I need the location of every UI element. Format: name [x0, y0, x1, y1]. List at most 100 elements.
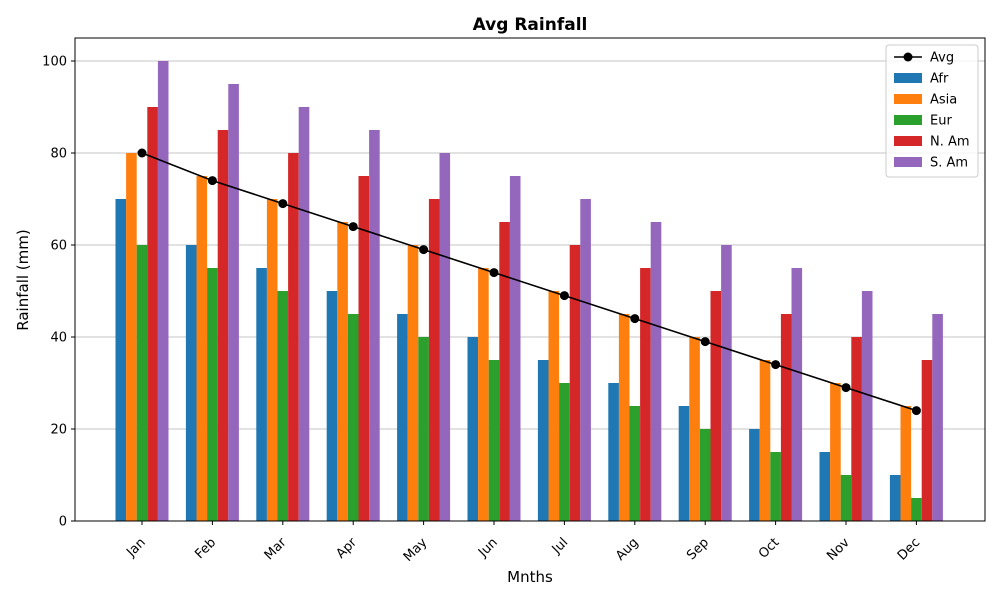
- bar-asia-mar: [266, 199, 278, 521]
- x-tick-label: Aug: [613, 535, 642, 564]
- bar-asia-jan: [126, 153, 137, 521]
- bar-n-am-oct: [780, 314, 792, 521]
- y-tick-label: 20: [50, 423, 67, 438]
- bar-afr-feb: [185, 245, 197, 521]
- x-tick-label: Apr: [334, 535, 361, 562]
- bar-asia-apr: [337, 222, 348, 521]
- bar-asia-jul: [548, 291, 560, 521]
- avg-point-apr: [348, 222, 358, 232]
- bar-eur-jun: [488, 360, 500, 521]
- bar-s-am-aug: [650, 222, 662, 521]
- x-tick-label: Feb: [192, 535, 219, 562]
- bar-n-am-jul: [569, 245, 581, 521]
- bar-afr-jan: [115, 199, 127, 521]
- bar-afr-mar: [256, 268, 267, 521]
- avg-point-sep: [700, 337, 710, 347]
- bar-eur-feb: [207, 268, 218, 521]
- x-tick-label: Jun: [475, 535, 501, 561]
- legend-label: Asia: [930, 93, 957, 108]
- x-axis-ticks: Jan Feb Mar Apr May Jun Jul Aug Sep Oct Nov Dec: [123, 521, 923, 565]
- avg-point-may: [419, 245, 429, 255]
- average-line: [137, 148, 921, 416]
- bar-afr-nov: [819, 452, 831, 521]
- bar-eur-apr: [347, 314, 359, 521]
- bar-s-am-sep: [721, 245, 732, 521]
- bar-n-am-feb: [217, 130, 229, 521]
- avg-point-jun: [489, 268, 499, 278]
- avg-line-path: [141, 152, 917, 412]
- bar-afr-dec: [889, 475, 901, 521]
- bar-eur-sep: [699, 429, 711, 521]
- legend-swatch: [894, 157, 922, 167]
- bar-eur-may: [418, 337, 429, 521]
- legend-label: Avg: [930, 51, 954, 66]
- avg-point-oct: [771, 360, 781, 370]
- bar-afr-jul: [537, 360, 549, 521]
- x-tick-label: Mar: [262, 535, 290, 563]
- bar-s-am-jun: [509, 176, 521, 521]
- x-tick-label: Sep: [684, 535, 712, 563]
- bar-asia-oct: [759, 360, 771, 521]
- y-tick-label: 40: [50, 331, 67, 346]
- x-tick-label: May: [401, 535, 431, 565]
- bar-n-am-nov: [851, 337, 862, 521]
- bar-n-am-may: [428, 199, 440, 521]
- avg-point-dec: [911, 406, 921, 416]
- plot-frame: [74, 37, 986, 522]
- y-axis-ticks: 0 20 40 60 80 100: [42, 55, 75, 530]
- bar-n-am-sep: [710, 291, 722, 521]
- bar-eur-aug: [629, 406, 641, 521]
- bar-asia-nov: [830, 383, 841, 521]
- bar-n-am-apr: [358, 176, 370, 521]
- y-axis-label: Rainfall (mm): [14, 229, 32, 330]
- legend-avg-marker: [903, 52, 913, 62]
- bar-afr-oct: [749, 429, 760, 521]
- bar-asia-jun: [478, 268, 489, 521]
- bar-eur-oct: [770, 452, 781, 521]
- bar-s-am-oct: [791, 268, 803, 521]
- y-tick-label: 60: [50, 239, 67, 254]
- x-tick-label: Jul: [549, 535, 571, 557]
- bar-eur-dec: [911, 498, 922, 521]
- legend: Avg Afr Asia Eur N. Am S. Am: [885, 44, 979, 178]
- legend-label: S. Am: [930, 156, 968, 171]
- avg-point-feb: [207, 176, 217, 186]
- legend-swatch: [894, 136, 922, 146]
- x-tick-label: Oct: [756, 535, 783, 562]
- bar-eur-jul: [559, 383, 570, 521]
- bar-asia-may: [407, 245, 419, 521]
- bar-series: [115, 61, 943, 521]
- avg-point-nov: [841, 383, 851, 393]
- bar-s-am-feb: [228, 84, 239, 521]
- bar-s-am-apr: [369, 130, 380, 521]
- avg-point-aug: [630, 314, 640, 324]
- legend-label: Eur: [930, 114, 952, 129]
- bar-s-am-nov: [861, 291, 873, 521]
- avg-point-jul: [559, 291, 569, 301]
- avg-point-jan: [137, 148, 147, 158]
- y-tick-label: 80: [50, 147, 67, 162]
- bar-asia-feb: [196, 176, 208, 521]
- bar-eur-jan: [136, 245, 148, 521]
- x-tick-label: Dec: [895, 535, 923, 563]
- bar-n-am-jun: [499, 222, 510, 521]
- bar-s-am-jan: [157, 61, 169, 521]
- chart-title: Avg Rainfall: [473, 15, 588, 35]
- bar-eur-nov: [840, 475, 852, 521]
- x-tick-label: Nov: [824, 535, 853, 564]
- x-axis-label: Mnths: [507, 568, 553, 586]
- bar-s-am-may: [439, 153, 451, 521]
- bar-n-am-dec: [921, 360, 933, 521]
- bar-s-am-dec: [932, 314, 943, 521]
- bar-s-am-mar: [298, 107, 310, 521]
- bar-asia-dec: [900, 406, 912, 521]
- bar-eur-mar: [277, 291, 289, 521]
- bar-afr-sep: [678, 406, 690, 521]
- bar-asia-sep: [689, 337, 700, 521]
- bar-n-am-jan: [147, 107, 158, 521]
- legend-swatch: [894, 94, 922, 104]
- avg-point-mar: [278, 199, 288, 209]
- bar-asia-aug: [618, 314, 630, 521]
- y-tick-label: 100: [42, 55, 67, 70]
